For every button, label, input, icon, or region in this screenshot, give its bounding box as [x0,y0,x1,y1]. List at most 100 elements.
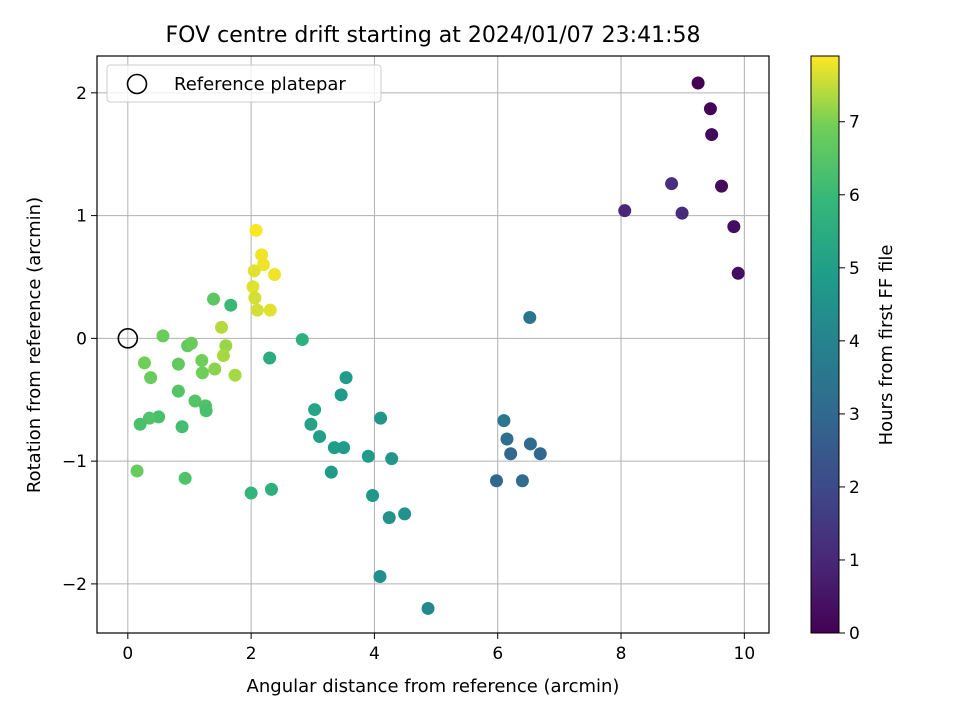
data-point [268,268,282,282]
y-tick-label: 1 [76,207,87,227]
data-point [215,320,229,334]
data-point [199,404,213,418]
data-point [195,353,209,367]
data-point [515,474,529,488]
data-point [144,371,158,385]
x-tick-label: 8 [616,644,627,664]
data-point [382,511,396,525]
legend-label: Reference platepar [174,74,346,95]
colorbar-tick-label: 2 [849,478,860,498]
data-point [224,298,238,312]
colorbar-tick-label: 4 [849,332,860,352]
data-points [130,76,745,615]
data-point [263,351,277,365]
data-point [171,357,185,371]
colorbar-tick-label: 7 [849,113,860,133]
data-point [500,432,514,446]
colorbar-label: Hours from first FF file [876,245,897,446]
data-point [618,204,632,218]
colorbar-ticks: 0 1 2 3 4 5 6 7 [839,113,860,644]
data-point [334,388,348,402]
data-point [727,220,741,234]
data-point [207,292,221,306]
y-tick-label: 0 [76,329,87,349]
data-point [490,474,504,488]
data-point [361,449,375,463]
x-tick-label: 10 [734,644,756,664]
data-point [184,336,198,350]
legend-marker-icon [126,73,148,95]
data-point [366,489,380,503]
data-point [256,258,270,272]
data-point [675,206,689,220]
data-point [216,349,230,363]
data-point [133,417,147,431]
colorbar-gradient [810,55,840,634]
data-point [263,303,277,317]
legend-box [106,64,382,103]
data-point [247,264,261,278]
data-point [731,266,745,280]
legend: Reference platepar [106,64,382,103]
chart-title: FOV centre drift starting at 2024/01/07 … [166,23,701,48]
data-point [504,447,518,461]
data-point [264,482,278,496]
data-point [703,102,717,116]
data-point [324,465,338,479]
data-point [219,339,233,353]
y-tick-label: 2 [76,84,87,104]
data-point [178,471,192,485]
data-point [327,441,341,455]
data-point [497,414,511,428]
colorbar-tick-label: 1 [849,551,860,571]
colorbar-tick-label: 0 [849,624,860,644]
data-point [171,384,185,398]
data-point [156,329,170,343]
colorbar-tick-label: 3 [849,405,860,425]
reference-point-marker [117,328,139,349]
data-point [228,368,242,382]
y-tick-label: −1 [62,452,87,472]
data-point [255,248,269,262]
data-point [249,223,263,237]
data-point [313,430,327,444]
data-point [533,447,547,461]
data-point [188,394,202,408]
data-point [175,420,189,434]
data-point [421,601,435,615]
plot-frame [96,55,770,634]
data-point [295,333,309,347]
data-point [250,303,264,317]
data-point [137,356,151,370]
colorbar-tick-label: 6 [849,186,860,206]
data-point [130,464,144,478]
data-point [308,403,322,417]
data-point [374,411,388,425]
y-axis-label: Rotation from reference (arcmin) [24,197,45,493]
data-point [339,371,353,385]
x-axis-label: Angular distance from reference (arcmin) [247,676,620,697]
grid-lines [97,56,769,633]
data-point [385,452,399,466]
data-point [244,486,258,500]
data-point [705,128,719,142]
colorbar-tick-label: 5 [849,259,860,279]
data-point [715,179,729,193]
x-tick-label: 0 [122,644,133,664]
data-point [691,76,705,90]
data-point [523,310,537,324]
x-ticks: 0 2 4 6 8 10 [122,633,755,664]
data-point [523,437,537,451]
y-ticks: −2 −1 0 1 2 [62,84,97,595]
data-point [248,291,262,305]
colorbar: 0 1 2 3 4 5 6 7 Hours from first FF file [810,55,897,644]
data-point [142,411,156,425]
data-point [304,417,318,431]
data-point [398,507,412,521]
data-point [208,362,222,376]
data-point [195,366,209,380]
y-tick-label: −2 [62,575,87,595]
x-tick-label: 6 [492,644,503,664]
x-tick-label: 2 [246,644,257,664]
